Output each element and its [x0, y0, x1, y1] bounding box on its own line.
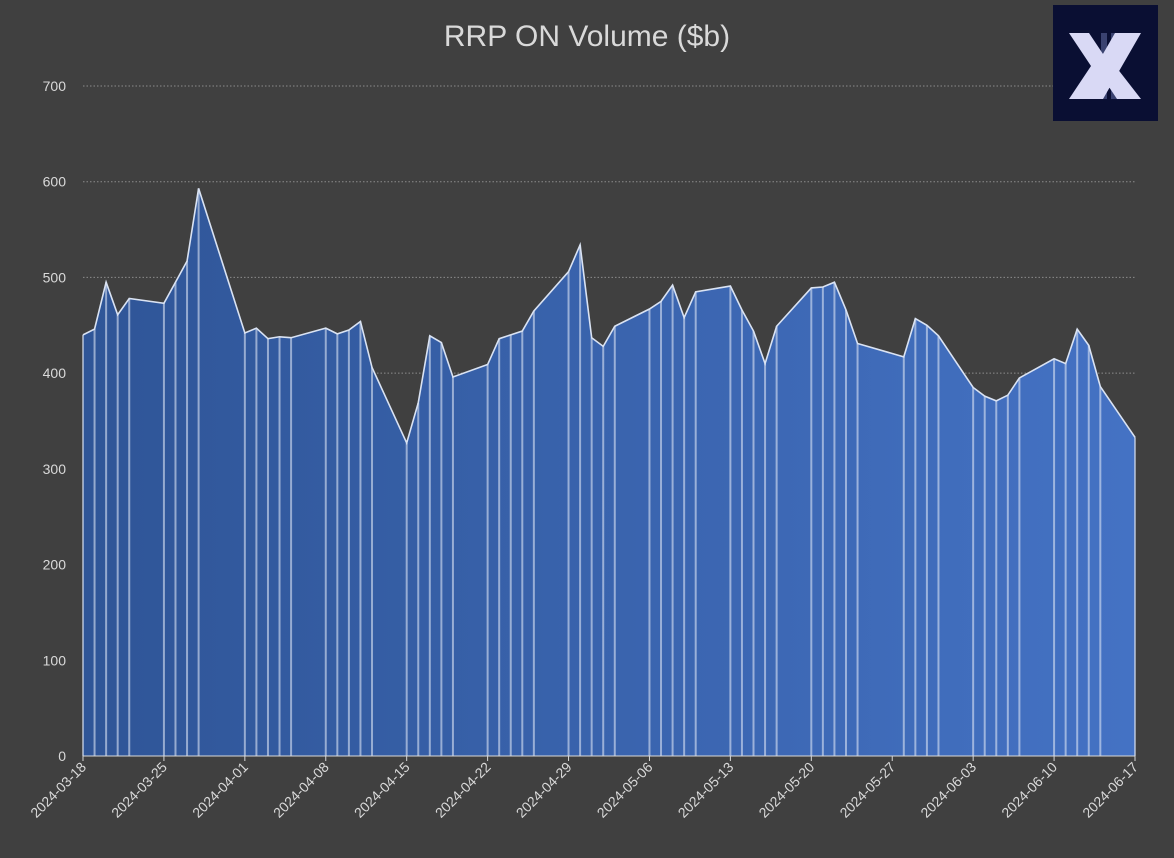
- x-tick-label: 2024-04-15: [351, 759, 413, 821]
- y-tick-label: 500: [43, 269, 67, 285]
- x-tick-label: 2024-03-25: [108, 759, 170, 821]
- x-tick-label: 2024-06-03: [917, 759, 979, 821]
- area-fill: [83, 188, 1135, 756]
- x-tick-label: 2024-05-13: [675, 759, 737, 821]
- chart-title: RRP ON Volume ($b): [443, 20, 731, 53]
- x-tick-label: 2024-04-08: [270, 759, 332, 821]
- x-tick-label: 2024-05-20: [755, 759, 817, 821]
- series-line: [82, 188, 1136, 446]
- x-tick-label: 2024-03-18: [27, 759, 89, 821]
- y-tick-label: 400: [43, 365, 67, 381]
- x-logo-icon: [1069, 33, 1141, 99]
- x-tick-label: 2024-05-06: [594, 759, 656, 821]
- brand-logo: [1053, 5, 1158, 121]
- x-tick-label: 2024-06-17: [1079, 759, 1141, 821]
- x-tick-label: 2024-04-01: [189, 759, 251, 821]
- x-tick-label: 2024-04-22: [432, 759, 494, 821]
- y-tick-label: 200: [43, 557, 67, 573]
- x-tick-label: 2024-04-29: [513, 759, 575, 821]
- y-tick-label: 300: [43, 461, 67, 477]
- y-tick-label: 100: [43, 652, 67, 668]
- x-tick-label: 2024-05-27: [836, 759, 898, 821]
- y-tick-label: 700: [43, 78, 67, 94]
- x-tick-label: 2024-06-10: [998, 759, 1060, 821]
- y-tick-label: 600: [43, 174, 67, 190]
- y-tick-label: 0: [58, 748, 66, 764]
